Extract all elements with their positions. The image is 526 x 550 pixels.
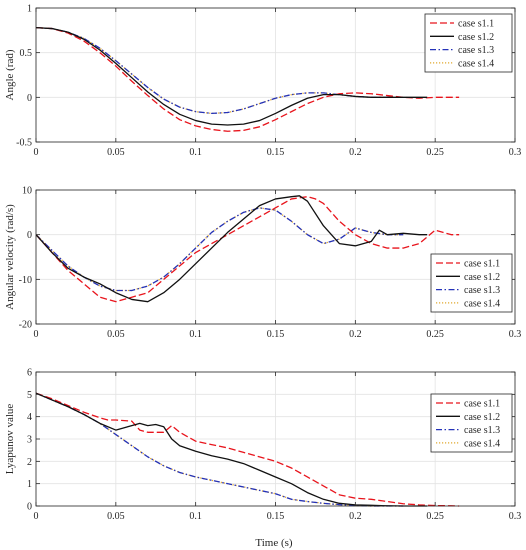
x-tick-label: 0.2 [349, 147, 362, 158]
x-tick-label: 0.25 [426, 511, 444, 522]
x-tick-label: 0 [34, 329, 39, 340]
x-tick-label: 0.2 [349, 329, 362, 340]
legend-label: case s1.4 [464, 298, 500, 309]
y-tick-label: 4 [27, 412, 32, 423]
y-tick-label: -20 [19, 320, 32, 331]
legend-label: case s1.3 [464, 425, 500, 436]
x-tick-label: 0.15 [267, 511, 285, 522]
series-line-case-s1-1 [36, 392, 460, 507]
x-tick-label: 0.3 [509, 511, 522, 522]
x-tick-label: 0.1 [189, 511, 202, 522]
series-line-case-s1-2 [36, 195, 428, 303]
y-tick-label: 0 [27, 230, 32, 241]
series-line-case-s1-1 [36, 27, 460, 132]
series-line-case-s1-2 [36, 392, 428, 507]
y-axis-label: Lyapunov value [4, 404, 16, 475]
y-tick-label: 0.5 [20, 48, 33, 59]
series-line-case-s1-3 [36, 207, 404, 292]
y-tick-label: 3 [27, 435, 32, 446]
y-tick-label: 0 [27, 502, 32, 513]
lyapunov-chart: 0 0.05 0.1 0.15 0.2 0.25 0.3 0 1 2 3 4 5 6 Lyapunov va… [4, 368, 521, 523]
legend: case s1.1 case s1.2 case s1.3 case s1.4 [430, 393, 513, 453]
x-tick-label: 0.25 [426, 329, 444, 340]
legend: case s1.1 case s1.2 case s1.3 case s1.4 [424, 13, 513, 73]
x-tick-label: 0.1 [189, 329, 202, 340]
legend-label: case s1.1 [458, 19, 494, 30]
legend-label: case s1.2 [458, 32, 494, 43]
x-tick-label: 0.3 [509, 147, 522, 158]
x-tick-label: 0.25 [426, 147, 444, 158]
legend-label: case s1.2 [464, 272, 500, 283]
x-tick-label: 0.15 [267, 329, 285, 340]
angular-velocity-chart: 0 0.05 0.1 0.15 0.2 0.25 0.3 -20 -10 0 10 Angular v… [4, 186, 521, 341]
figure-x-axis-label: Time (s) [255, 537, 293, 549]
legend-label: case s1.2 [464, 412, 500, 423]
x-tick-label: 0.05 [107, 329, 125, 340]
y-axis-label: Angle (rad) [4, 49, 16, 100]
series-line-case-s1-1 [36, 196, 460, 303]
series-line-case-s1-2 [36, 27, 428, 126]
y-tick-label: 0 [27, 93, 32, 104]
x-tick-label: 0 [34, 511, 39, 522]
legend-box [430, 393, 513, 453]
y-tick-label: 10 [22, 186, 32, 197]
x-tick-label: 0.3 [509, 329, 522, 340]
y-tick-label: -10 [19, 275, 32, 286]
x-tick-label: 0 [34, 147, 39, 158]
y-tick-label: 1 [27, 479, 32, 490]
y-tick-label: 2 [27, 457, 32, 468]
legend-label: case s1.4 [464, 438, 500, 449]
y-tick-label: 5 [27, 390, 32, 401]
legend-label: case s1.4 [458, 58, 494, 69]
legend-label: case s1.1 [464, 259, 500, 270]
y-tick-label: -0.5 [16, 138, 32, 149]
x-tick-label: 0.1 [189, 147, 202, 158]
legend: case s1.1 case s1.2 case s1.3 case s1.4 [430, 253, 513, 313]
y-tick-label: 1 [27, 4, 32, 15]
x-tick-label: 0.05 [107, 511, 125, 522]
y-axis-label: Angular velocity (rad/s) [4, 204, 16, 310]
legend-label: case s1.3 [464, 285, 500, 296]
x-tick-label: 0.05 [107, 147, 125, 158]
legend-box [430, 253, 513, 313]
legend-label: case s1.1 [464, 399, 500, 410]
legend-label: case s1.3 [458, 45, 494, 56]
y-tick-label: 6 [27, 368, 32, 379]
x-tick-label: 0.15 [267, 147, 285, 158]
x-tick-label: 0.2 [349, 511, 362, 522]
